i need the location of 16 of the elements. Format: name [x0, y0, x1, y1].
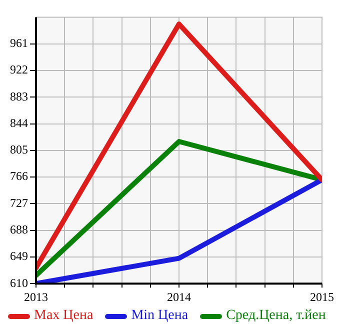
- x-tick-label: 2013: [24, 290, 48, 304]
- y-tick-label: 727: [10, 196, 28, 210]
- y-tick-label: 766: [10, 169, 28, 184]
- y-tick-label: 883: [10, 89, 28, 104]
- y-tick-label: 805: [10, 142, 28, 157]
- y-tick-label: 649: [10, 249, 28, 264]
- legend-label: Сред.Цена, т.йен: [226, 308, 326, 324]
- x-tick-label: 2014: [167, 290, 191, 304]
- y-tick-label: 610: [10, 276, 28, 290]
- legend-label: Max Цена: [34, 308, 94, 324]
- y-tick-label: 922: [10, 62, 28, 77]
- legend-label: Min Цена: [131, 308, 188, 324]
- x-tick-label: 2015: [310, 290, 334, 304]
- y-tick-label: 961: [10, 36, 28, 50]
- y-tick-label: 844: [10, 116, 28, 130]
- y-tick-label: 688: [10, 222, 28, 236]
